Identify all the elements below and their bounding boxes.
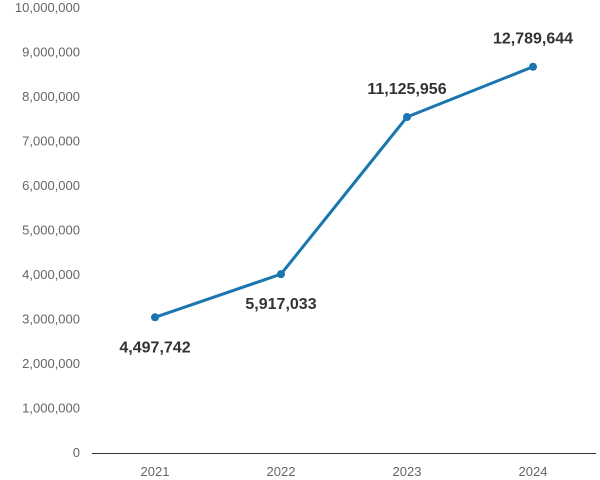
y-tick-label: 0 (73, 445, 80, 460)
data-label: 5,917,033 (245, 296, 316, 313)
y-tick-label: 5,000,000 (22, 223, 80, 238)
y-axis-tick-labels: 0 1,000,000 2,000,000 3,000,000 4,000,000 5,0… (15, 0, 80, 460)
x-tick-label: 2024 (519, 464, 548, 479)
y-tick-label: 7,000,000 (22, 134, 80, 149)
data-point (277, 270, 285, 279)
series-group (151, 62, 537, 322)
y-tick-label: 9,000,000 (22, 45, 80, 60)
y-tick-label: 4,000,000 (22, 267, 80, 282)
y-tick-label: 10,000,000 (15, 0, 80, 15)
y-tick-label: 8,000,000 (22, 89, 80, 104)
data-label: 11,125,956 (367, 81, 446, 98)
series-line (153, 65, 535, 319)
y-tick-label: 6,000,000 (22, 178, 80, 193)
x-tick-label: 2022 (267, 464, 296, 479)
x-axis-tick-labels: 2021 2022 2023 2024 (141, 464, 548, 479)
data-point (403, 113, 411, 122)
data-labels-group: 4,497,742 5,917,033 11,125,956 12,789,644 (119, 31, 573, 357)
y-tick-label: 3,000,000 (22, 312, 80, 327)
data-point (529, 62, 537, 71)
x-tick-label: 2023 (393, 464, 422, 479)
y-tick-label: 2,000,000 (22, 356, 80, 371)
data-label: 4,497,742 (119, 339, 190, 356)
data-label: 12,789,644 (493, 31, 573, 48)
x-tick-label: 2021 (141, 464, 170, 479)
data-point (151, 313, 159, 322)
y-tick-label: 1,000,000 (22, 401, 80, 416)
